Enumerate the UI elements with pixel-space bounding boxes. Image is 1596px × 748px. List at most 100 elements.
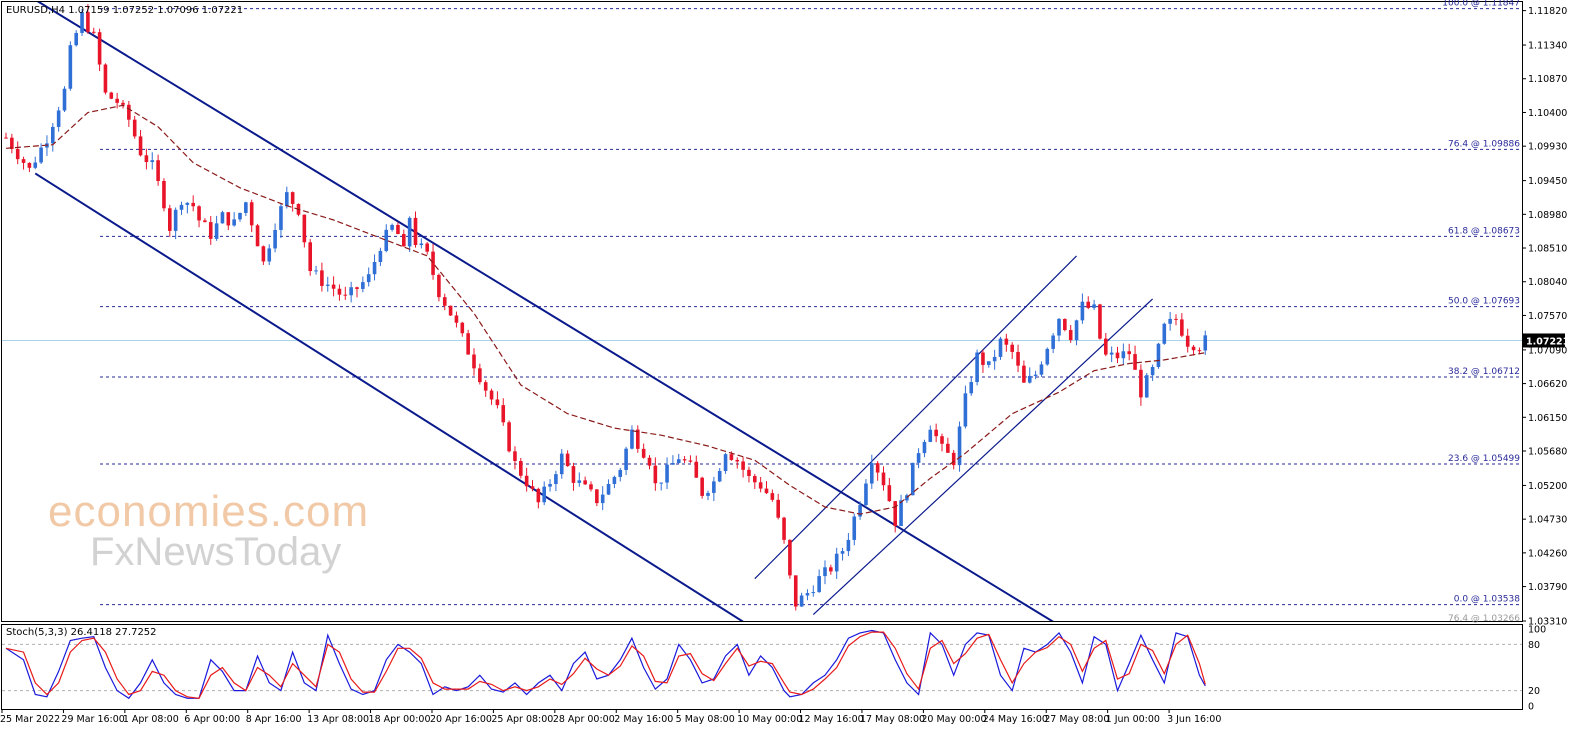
bull-candle: [928, 429, 933, 442]
bull-candle: [179, 204, 184, 210]
bull-candle: [62, 88, 67, 111]
bear-candle: [320, 270, 324, 286]
stoch-k-line: [5, 629, 1206, 700]
bull-candle: [150, 160, 155, 163]
bear-candle: [530, 486, 535, 489]
bull-candle: [554, 474, 558, 484]
bull-candle: [1144, 375, 1149, 398]
current-price-box: [1523, 333, 1565, 348]
bear-candle: [1068, 330, 1073, 341]
time-tick-label: 13 Apr 08:00: [307, 714, 369, 725]
bear-candle: [127, 104, 131, 120]
bull-candle: [1092, 304, 1096, 308]
bull-candle: [910, 462, 915, 496]
bear-candle: [249, 202, 254, 226]
bull-candle: [823, 567, 827, 577]
bear-candle: [203, 220, 207, 223]
time-tick-label: 3 Jun 16:00: [1167, 714, 1221, 725]
bull-candle: [74, 32, 78, 46]
fib-label: 76.4 @ 1.03266: [1448, 614, 1520, 624]
time-tick-label: 6 Apr 00:00: [184, 714, 240, 725]
chart-header: EURUSD,H4 1.07159 1.07252 1.07096 1.0722…: [6, 5, 244, 16]
bull-candle: [858, 505, 862, 517]
bear-candle: [197, 206, 201, 221]
bear-candle: [893, 501, 897, 527]
bear-candle: [121, 102, 125, 105]
bear-candle: [489, 390, 494, 400]
price-tick-label: 1.10870: [1528, 74, 1567, 85]
bear-candle: [951, 452, 956, 466]
price-axis: 1.11820 1.11340 1.10870 1.10400 1.09930 1.094…: [1522, 6, 1569, 628]
bull-candle: [805, 593, 810, 596]
bear-candle: [425, 243, 429, 252]
price-tick-label: 1.09450: [1528, 176, 1567, 187]
price-tick-label: 1.08510: [1528, 244, 1567, 255]
stoch-tick-label: 100: [1528, 625, 1546, 636]
price-tick-label: 1.11340: [1528, 41, 1567, 52]
time-tick-label: 25 Mar 2022: [0, 714, 60, 725]
time-tick-label: 18 Apr 00:00: [369, 714, 431, 725]
bear-candle: [595, 489, 599, 504]
stoch-tick-label: 80: [1528, 640, 1540, 651]
bear-candle: [86, 12, 90, 32]
time-tick-label: 20 May 00:00: [921, 714, 986, 725]
bear-candle: [758, 482, 763, 489]
current-price-label: 1.07221: [1526, 336, 1569, 347]
bear-candle: [776, 499, 780, 518]
bull-candle: [238, 212, 242, 220]
fib-label: 0.0 @ 1.03538: [1454, 595, 1521, 605]
bear-candle: [302, 214, 307, 243]
bull-candle: [314, 270, 318, 272]
bull-candle: [659, 482, 663, 484]
bull-candle: [723, 454, 728, 472]
bull-candle: [279, 206, 283, 230]
bear-candle: [109, 92, 114, 99]
price-tick-label: 1.07090: [1528, 345, 1567, 356]
moving-average: [5, 104, 1206, 515]
bear-candle: [887, 485, 892, 502]
bear-candle: [1104, 338, 1108, 355]
time-tick-label: 24 May 16:00: [983, 714, 1048, 725]
bull-candle: [1033, 374, 1038, 376]
bull-candle: [1162, 323, 1167, 344]
bull-candle: [840, 551, 845, 554]
bull-candle: [220, 212, 225, 224]
bull-candle: [1057, 318, 1061, 336]
bear-candle: [402, 234, 406, 247]
stoch-d-line: [5, 631, 1206, 699]
bear-candle: [454, 315, 459, 323]
fib-label: 50.0 @ 1.07693: [1448, 297, 1520, 307]
bull-candle: [51, 126, 55, 144]
bear-candle: [442, 297, 447, 306]
bear-candle: [337, 288, 342, 295]
time-tick-label: 29 Mar 16:00: [61, 714, 124, 725]
time-tick-label: 10 May 00:00: [737, 714, 802, 725]
bear-candle: [700, 477, 704, 496]
bull-candle: [390, 224, 394, 230]
ma-line: [5, 104, 1206, 515]
bull-candle: [671, 463, 675, 465]
bear-candle: [10, 137, 14, 149]
bull-candle: [419, 243, 424, 246]
bull-candle: [916, 453, 921, 463]
bear-candle: [875, 463, 880, 473]
bull-candle: [864, 483, 868, 506]
bull-candle: [80, 12, 84, 33]
fibonacci-levels: 100.0 @ 1.11847 76.4 @ 1.09886 61.8 @ 1.08…: [2, 0, 1522, 624]
bear-candle: [162, 180, 166, 209]
price-tick-label: 1.03310: [1528, 617, 1567, 628]
stoch-panel-frame: [1, 624, 1523, 710]
bull-candle: [712, 481, 716, 493]
bear-candle: [501, 405, 506, 423]
bear-candle: [168, 208, 172, 231]
bull-candle: [39, 147, 43, 163]
time-axis: 25 Mar 2022 29 Mar 16:001 Apr 08:00 6 Apr …: [0, 709, 1221, 725]
price-tick-label: 1.10400: [1528, 108, 1567, 119]
bear-candle: [97, 32, 102, 65]
bull-candle: [361, 282, 365, 289]
bull-candle: [372, 262, 377, 275]
bull-candle: [706, 492, 710, 496]
bull-candle: [992, 356, 997, 362]
stoch-tick-label: 0: [1528, 702, 1534, 713]
